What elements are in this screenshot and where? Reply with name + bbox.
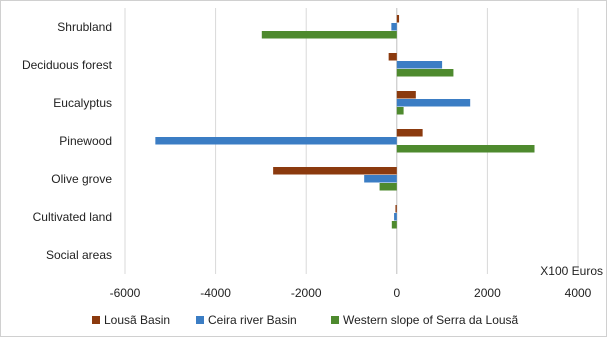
legend-label: Lousã Basin	[104, 313, 170, 327]
category-label: Social areas	[46, 248, 112, 262]
category-label: Deciduous forest	[22, 58, 113, 72]
category-label: Shrubland	[57, 20, 112, 34]
bar	[396, 61, 443, 69]
legend-swatch	[331, 316, 339, 324]
category-label: Pinewood	[59, 134, 112, 148]
category-label: Eucalyptus	[53, 96, 112, 110]
bar	[396, 145, 535, 153]
x-tick-label: -6000	[110, 286, 141, 300]
bar	[396, 69, 454, 77]
bar	[261, 31, 397, 39]
bar	[396, 129, 423, 137]
bar	[394, 213, 397, 221]
x-tick-label: 4000	[565, 286, 592, 300]
bar	[364, 175, 397, 183]
bar	[388, 53, 397, 61]
x-tick-label: -4000	[200, 286, 231, 300]
legend-label: Ceira river Basin	[208, 313, 297, 327]
legend-swatch	[196, 316, 204, 324]
bar	[379, 183, 397, 191]
bar	[155, 137, 397, 145]
bar	[396, 99, 471, 107]
bar	[396, 15, 400, 23]
bar	[395, 205, 397, 213]
legend-swatch	[92, 316, 100, 324]
unit-label: X100 Euros	[540, 264, 603, 278]
x-tick-label: 0	[393, 286, 400, 300]
bar	[396, 91, 416, 99]
bar	[391, 221, 397, 229]
category-label: Cultivated land	[33, 210, 112, 224]
category-label: Olive grove	[51, 172, 112, 186]
bar	[273, 167, 397, 175]
bar	[391, 23, 397, 31]
x-tick-label: -2000	[291, 286, 322, 300]
bar	[396, 107, 404, 115]
x-tick-label: 2000	[474, 286, 501, 300]
legend-label: Western slope of Serra da Lousã	[343, 313, 519, 327]
